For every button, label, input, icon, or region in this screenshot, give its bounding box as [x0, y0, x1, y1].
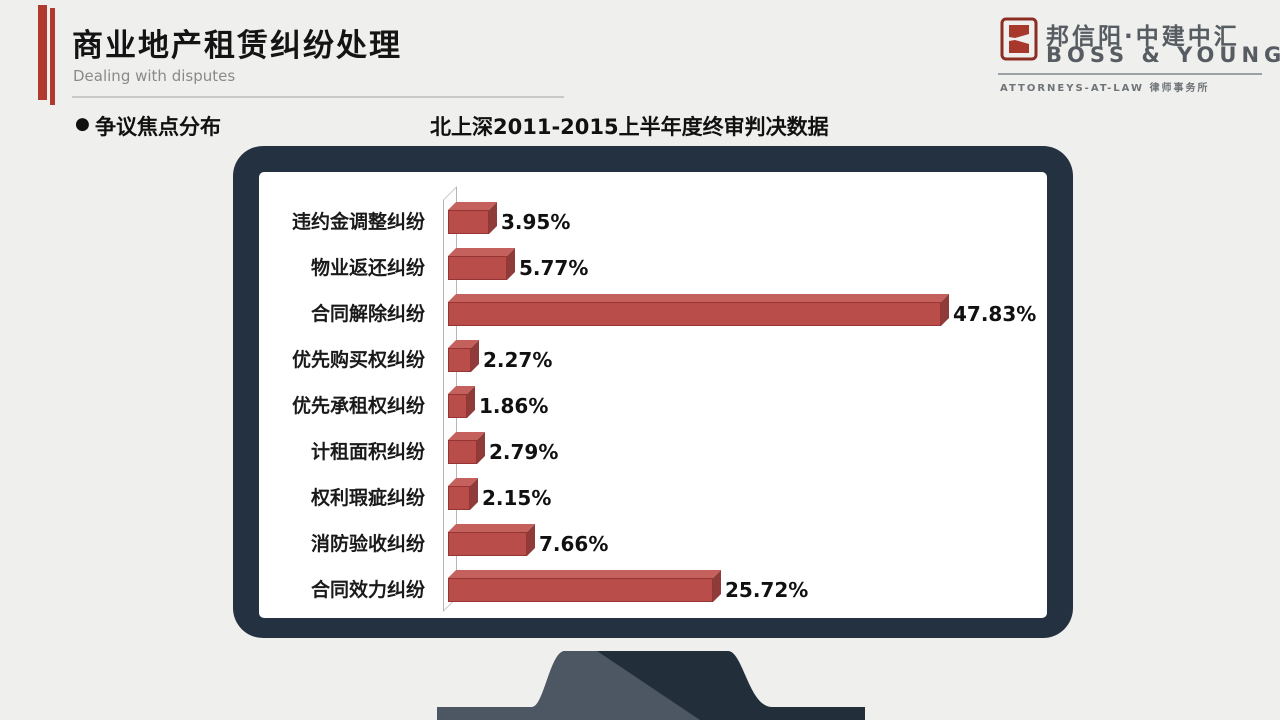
- bar: [448, 432, 485, 464]
- bar: [448, 248, 515, 280]
- bar-top: [448, 294, 949, 302]
- value-label: 2.15%: [482, 486, 552, 510]
- logo-divider: [998, 73, 1262, 75]
- bar-front: [448, 302, 941, 326]
- value-label: 3.95%: [501, 210, 571, 234]
- bar: [448, 294, 949, 326]
- category-label: 优先购买权纠纷: [291, 349, 425, 371]
- value-label: 47.83%: [953, 302, 1037, 326]
- category-label: 消防验收纠纷: [310, 533, 425, 555]
- bar-top: [448, 248, 515, 256]
- chart-row: 合同效力纠纷 25.72%: [259, 570, 1047, 602]
- accent-stripe-thick: [38, 5, 47, 100]
- value-label: 25.72%: [725, 578, 809, 602]
- logo-tagline-en: ATTORNEYS-AT-LAW: [1000, 83, 1144, 94]
- accent-stripe-thin: [50, 8, 55, 105]
- bar-front: [448, 440, 477, 464]
- logo-en-name: BOSS & YOUNG: [1046, 43, 1280, 67]
- chart-row: 物业返还纠纷 5.77%: [259, 248, 1047, 280]
- monitor-stand: [437, 651, 865, 720]
- bar-front: [448, 578, 713, 602]
- bar-front: [448, 394, 467, 418]
- monitor-frame: 违约金调整纠纷 3.95% 物业返还纠纷 5.77% 合同解除纠纷 47.83% 优先购买权…: [233, 146, 1073, 638]
- chart-row: 优先承租权纠纷 1.86%: [259, 386, 1047, 418]
- category-label: 合同效力纠纷: [310, 579, 425, 601]
- bar: [448, 386, 475, 418]
- category-label: 计租面积纠纷: [310, 441, 425, 463]
- value-label: 7.66%: [539, 532, 609, 556]
- header-divider: [72, 96, 564, 98]
- bar: [448, 478, 478, 510]
- category-label: 违约金调整纠纷: [291, 211, 425, 233]
- bar: [448, 202, 497, 234]
- value-label: 5.77%: [519, 256, 589, 280]
- category-label: 优先承租权纠纷: [291, 395, 425, 417]
- category-label: 物业返还纠纷: [310, 257, 425, 279]
- bar-top: [448, 524, 535, 532]
- logo-tagline-cn: 律师事务所: [1149, 83, 1210, 94]
- chart-row: 违约金调整纠纷 3.95%: [259, 202, 1047, 234]
- monitor-screen: 违约金调整纠纷 3.95% 物业返还纠纷 5.77% 合同解除纠纷 47.83% 优先购买权…: [259, 172, 1047, 618]
- chart-row: 优先购买权纠纷 2.27%: [259, 340, 1047, 372]
- category-label: 权利瑕疵纠纷: [310, 487, 425, 509]
- value-label: 2.79%: [489, 440, 559, 464]
- chart-row: 计租面积纠纷 2.79%: [259, 432, 1047, 464]
- boss-young-monogram-icon: [1000, 17, 1038, 61]
- bar: [448, 524, 535, 556]
- bar-front: [448, 486, 470, 510]
- bar-top: [448, 570, 721, 578]
- bar: [448, 340, 479, 372]
- bar-front: [448, 256, 507, 280]
- bar-front: [448, 210, 489, 234]
- bar-front: [448, 532, 527, 556]
- bar-front: [448, 348, 471, 372]
- law-firm-logo: 邦信阳·中建中汇 BOSS & YOUNG ATTORNEYS-AT-LAW 律…: [998, 16, 1280, 108]
- bar: [448, 570, 721, 602]
- logo-tagline: ATTORNEYS-AT-LAW 律师事务所: [1000, 79, 1209, 94]
- chart-row: 权利瑕疵纠纷 2.15%: [259, 478, 1047, 510]
- chart-row: 合同解除纠纷 47.83%: [259, 294, 1047, 326]
- category-label: 合同解除纠纷: [310, 303, 425, 325]
- page-subtitle: Dealing with disputes: [73, 67, 236, 85]
- chart-caption: 北上深2011-2015上半年度终审判决数据: [430, 115, 829, 139]
- value-label: 1.86%: [479, 394, 549, 418]
- logo-cn-name: 邦信阳·中建中汇: [1046, 24, 1240, 50]
- section-label: 争议焦点分布: [95, 115, 221, 139]
- bullet-icon: ●: [75, 114, 90, 134]
- chart-row: 消防验收纠纷 7.66%: [259, 524, 1047, 556]
- value-label: 2.27%: [483, 348, 553, 372]
- page-title: 商业地产租赁纠纷处理: [72, 28, 402, 64]
